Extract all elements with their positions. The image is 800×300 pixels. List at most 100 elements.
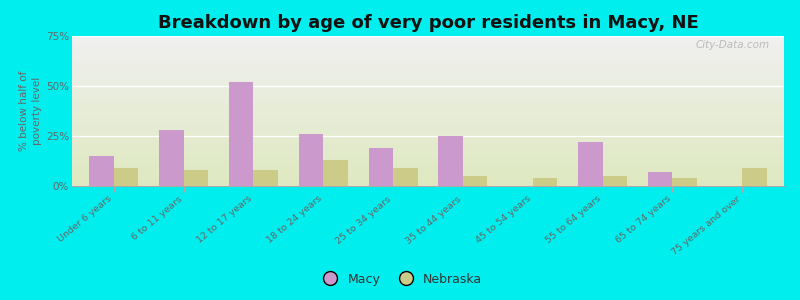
Bar — [393, 168, 418, 186]
Bar — [72, 51, 784, 52]
Bar — [72, 61, 784, 63]
Bar — [72, 167, 784, 168]
Bar — [72, 88, 784, 90]
Bar — [72, 118, 784, 120]
Bar — [72, 123, 784, 124]
Bar — [159, 130, 184, 186]
Bar — [438, 136, 463, 186]
Bar — [72, 136, 784, 138]
Bar — [72, 120, 784, 122]
Bar — [72, 140, 784, 141]
Bar — [72, 70, 784, 72]
Bar — [72, 94, 784, 96]
Bar — [72, 117, 784, 118]
Bar — [72, 84, 784, 86]
Bar — [72, 160, 784, 162]
Bar — [299, 134, 323, 186]
Bar — [72, 165, 784, 166]
Bar — [72, 142, 784, 144]
Bar — [72, 39, 784, 40]
Bar — [72, 90, 784, 92]
Bar — [72, 108, 784, 110]
Bar — [72, 134, 784, 135]
Bar — [72, 144, 784, 146]
Bar — [72, 116, 784, 117]
Bar — [72, 135, 784, 136]
Y-axis label: % below half of
poverty level: % below half of poverty level — [18, 71, 42, 151]
Text: City-Data.com: City-Data.com — [696, 40, 770, 50]
Bar — [72, 44, 784, 45]
Bar — [369, 148, 393, 186]
Bar — [72, 72, 784, 74]
Bar — [72, 182, 784, 183]
Bar — [72, 64, 784, 66]
Bar — [72, 98, 784, 99]
Bar — [72, 92, 784, 93]
Bar — [72, 172, 784, 174]
Bar — [463, 176, 487, 186]
Bar — [578, 142, 602, 186]
Bar — [72, 63, 784, 64]
Bar — [72, 103, 784, 105]
Bar — [72, 168, 784, 170]
Bar — [72, 54, 784, 56]
Bar — [72, 99, 784, 100]
Bar — [72, 96, 784, 98]
Bar — [72, 178, 784, 180]
Bar — [72, 38, 784, 39]
Bar — [72, 85, 784, 87]
Bar — [72, 106, 784, 108]
Bar — [72, 180, 784, 182]
Bar — [533, 178, 557, 186]
Bar — [72, 111, 784, 112]
Bar — [72, 114, 784, 116]
Bar — [72, 152, 784, 153]
Bar — [72, 150, 784, 152]
Bar — [602, 176, 627, 186]
Bar — [72, 177, 784, 178]
Bar — [90, 156, 114, 186]
Bar — [72, 132, 784, 134]
Bar — [672, 178, 697, 186]
Bar — [72, 164, 784, 165]
Bar — [72, 93, 784, 94]
Bar — [229, 82, 254, 186]
Bar — [72, 45, 784, 46]
Bar — [72, 176, 784, 177]
Bar — [72, 56, 784, 57]
Bar — [72, 50, 784, 51]
Bar — [72, 74, 784, 75]
Bar — [72, 82, 784, 84]
Bar — [72, 154, 784, 156]
Bar — [72, 147, 784, 148]
Bar — [72, 126, 784, 128]
Bar — [72, 183, 784, 184]
Bar — [72, 87, 784, 88]
Bar — [72, 46, 784, 48]
Bar — [72, 171, 784, 172]
Bar — [72, 153, 784, 154]
Bar — [72, 162, 784, 164]
Bar — [114, 168, 138, 186]
Bar — [72, 60, 784, 61]
Bar — [72, 110, 784, 111]
Bar — [72, 40, 784, 42]
Bar — [72, 58, 784, 60]
Bar — [72, 158, 784, 159]
Bar — [72, 52, 784, 54]
Bar — [72, 81, 784, 82]
Bar — [648, 172, 672, 186]
Bar — [72, 129, 784, 130]
Bar — [72, 105, 784, 106]
Bar — [72, 146, 784, 147]
Bar — [72, 100, 784, 102]
Bar — [72, 36, 784, 38]
Bar — [72, 112, 784, 114]
Bar — [72, 184, 784, 186]
Bar — [72, 174, 784, 176]
Bar — [72, 75, 784, 76]
Bar — [72, 66, 784, 68]
Bar — [72, 78, 784, 80]
Bar — [72, 69, 784, 70]
Bar — [72, 76, 784, 78]
